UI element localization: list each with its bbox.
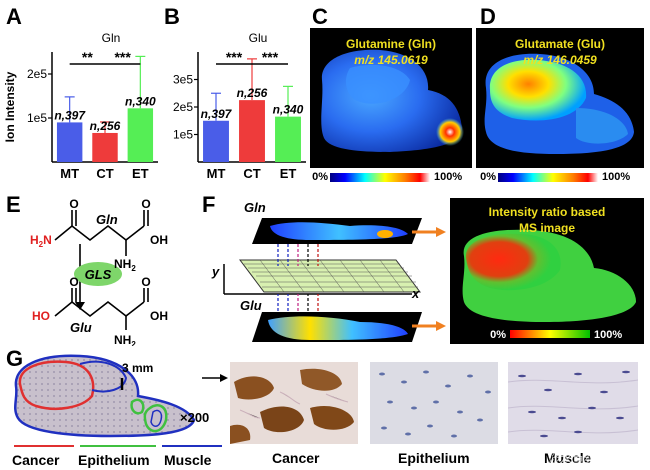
ratio-title-1: Intensity ratio based <box>489 205 606 219</box>
x-tick-label: MT <box>207 166 226 181</box>
gln-ms-image: Glutamine (Gln) m/z 145.0619 0% 100% <box>310 28 472 183</box>
intensity-ratio-image: Intensity ratio based MS image 0% 100% <box>450 198 644 344</box>
cancer-histology-photo <box>230 362 358 444</box>
x-tick-label: ET <box>280 166 297 181</box>
n-label: n,256 <box>237 86 268 100</box>
glu-label: Glu <box>70 320 92 335</box>
n-label: n,340 <box>273 103 304 117</box>
ratio-schematic: Gln y x Glu <box>211 200 446 342</box>
gls-reaction-diagram: GLS O O Gln H2N OH NH2 O O HO OH Glu NH2 <box>30 197 168 346</box>
photo-label-muscle: Muscle <box>544 450 592 466</box>
gln-label: Gln <box>96 212 118 227</box>
chart-title: Gln <box>102 31 121 45</box>
glu-ms-image: Glutamate (Glu) m/z 146.0459 0% 100% <box>476 28 644 183</box>
bar-mt <box>56 122 83 162</box>
panel-label-f: F <box>202 192 216 217</box>
glu-carbonyl-o: O <box>69 275 78 289</box>
glu-scale-max: 100% <box>602 171 630 183</box>
significance-stars: *** <box>262 49 279 65</box>
watermark: 淡水鱼组学 <box>548 452 609 466</box>
y-tick-label: 2e5 <box>173 100 193 114</box>
glu-scale-min: 0% <box>480 171 496 183</box>
y-tick-label: 1e5 <box>173 128 193 142</box>
chart-title: Glu <box>249 31 268 45</box>
legend-epithelium: Epithelium <box>78 452 150 468</box>
schematic-glu-label: Glu <box>240 298 262 313</box>
amide-h2n: H2N <box>30 233 52 249</box>
ratio-scale-min: 0% <box>490 329 506 341</box>
tissue-outline: 3 mm ×200 <box>14 354 228 447</box>
significance-stars: ** <box>82 49 93 65</box>
panel-label-d: D <box>480 4 496 29</box>
gln-acid-o: O <box>141 197 150 211</box>
photo-label-epithelium: Epithelium <box>398 450 470 466</box>
muscle-histology-photo <box>508 362 638 444</box>
significance-stars: *** <box>226 49 243 65</box>
n-label: n,397 <box>54 108 86 122</box>
scale-bar-label: 3 mm <box>122 361 153 375</box>
n-label: n,256 <box>90 119 121 133</box>
photo-label-cancer: Cancer <box>272 450 320 466</box>
ratio-scale-max: 100% <box>594 329 622 341</box>
bar-ct <box>239 100 265 162</box>
y-tick-label: 2e5 <box>27 67 47 81</box>
glu-bar-chart: 1e5 2e5 3e5 n,397 MT n,256 CT n,340 ET Glu *** *** <box>173 31 306 181</box>
gln-scale-min: 0% <box>312 171 328 183</box>
glu-ho: HO <box>32 309 50 323</box>
y-tick-label: 3e5 <box>173 73 193 87</box>
panel-label-g: G <box>6 346 24 371</box>
gln-mz-label: m/z 145.0619 <box>354 53 428 67</box>
n-label: n,340 <box>125 94 156 108</box>
y-axis-label: y <box>211 264 220 279</box>
n-label: n,397 <box>201 107 233 121</box>
gls-enzyme-oval <box>74 262 122 286</box>
gln-ms-title: Glutamine (Gln) <box>346 37 436 51</box>
y-axis-label: Ion Intensity <box>3 71 17 142</box>
bar-et <box>275 116 301 162</box>
y-tick-label: 1e5 <box>27 111 47 125</box>
gln-oh: OH <box>150 233 168 247</box>
glu-oh: OH <box>150 309 168 323</box>
x-tick-label: CT <box>243 166 260 181</box>
x-tick-label: ET <box>132 166 149 181</box>
ratio-title-2: MS image <box>519 221 575 235</box>
panel-label-c: C <box>312 4 328 29</box>
glu-mz-label: m/z 146.0459 <box>523 53 597 67</box>
bar-mt <box>203 120 229 162</box>
gln-scale-max: 100% <box>434 171 462 183</box>
magnification-label: ×200 <box>180 410 209 425</box>
x-tick-label: CT <box>96 166 113 181</box>
schematic-gln-label: Gln <box>244 200 266 215</box>
legend-cancer: Cancer <box>12 452 60 468</box>
panel-label-e: E <box>6 192 21 217</box>
gln-bar-chart: 1e5 2e5 Ion Intensity n,397 MT n,256 CT n,340 ET… <box>3 31 158 181</box>
bar-ct <box>92 132 118 162</box>
significance-stars: *** <box>114 49 131 65</box>
panel-label-a: A <box>6 4 22 29</box>
epithelium-histology-photo <box>370 362 498 444</box>
gls-label: GLS <box>85 267 112 282</box>
x-tick-label: MT <box>60 166 79 181</box>
glu-nh2: NH2 <box>114 333 136 346</box>
gln-carbonyl-o: O <box>69 197 78 211</box>
x-axis-label: x <box>411 286 420 301</box>
glu-acid-o: O <box>141 275 150 289</box>
panel-label-b: B <box>164 4 180 29</box>
bar-et <box>127 108 154 162</box>
legend-muscle: Muscle <box>164 452 212 468</box>
glu-ms-title: Glutamate (Glu) <box>515 37 605 51</box>
gln-nh2: NH2 <box>114 257 136 273</box>
